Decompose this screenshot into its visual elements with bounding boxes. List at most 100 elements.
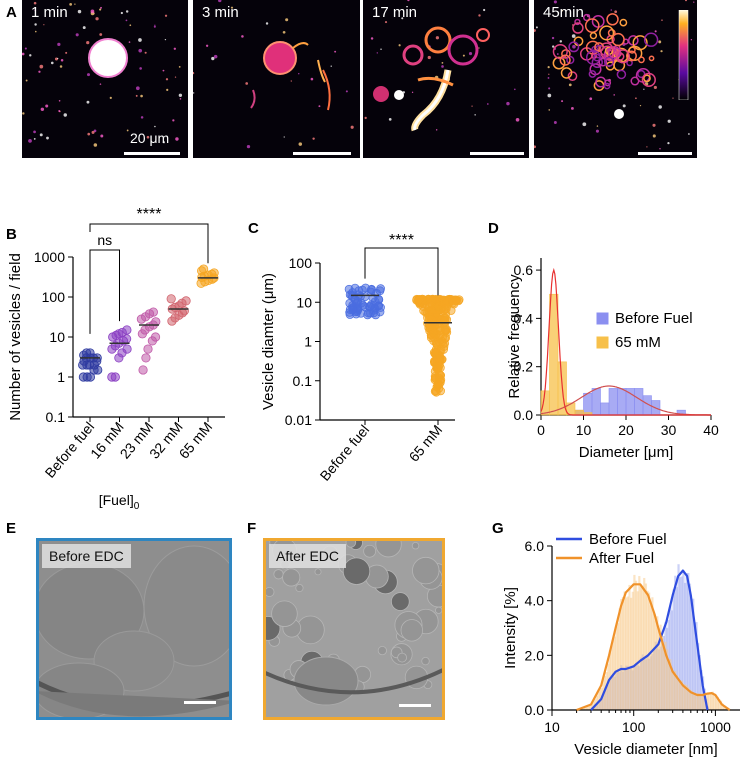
y-axis-title: Relative frequency (506, 274, 523, 399)
vesicle-ring (637, 56, 645, 64)
x-tick-label: Before fuel (317, 422, 373, 484)
speck (46, 136, 49, 140)
scalebar (638, 152, 692, 155)
x-tick-label: 100 (622, 719, 646, 735)
vesicle-ring (615, 49, 630, 64)
data-point (148, 307, 158, 317)
speck (388, 118, 392, 121)
speck (298, 142, 303, 146)
speck (556, 53, 559, 55)
distribution-bar (680, 576, 683, 710)
speck (514, 88, 516, 91)
panel-e-label: E (6, 520, 17, 537)
scalebar-label: 20 μm (130, 130, 170, 146)
speck (77, 9, 82, 14)
vesicle-ring (568, 41, 580, 53)
speck (441, 65, 444, 68)
speck (330, 65, 332, 67)
distribution-bar (710, 692, 713, 710)
distribution-bar (590, 704, 594, 710)
x-axis-title: Diameter [μm] (579, 444, 674, 461)
speck (135, 94, 138, 97)
distribution-bar (677, 564, 680, 710)
data-point (150, 332, 161, 342)
speck (571, 34, 576, 38)
distribution-bar (698, 655, 701, 710)
speck (86, 73, 91, 77)
legend-label: Before Fuel (615, 310, 693, 327)
speck (43, 24, 45, 26)
chart-b-vesicle-count: B 0.1 1 10 100 1000 Number of vesicles / fiel… (6, 206, 225, 512)
micrograph-45min: 45min (534, 0, 697, 158)
y-tick-label: 4.0 (525, 593, 545, 609)
data-point (434, 301, 443, 311)
distribution-bar (680, 680, 683, 710)
distribution-bar (687, 687, 690, 710)
cryo-vesicle (266, 587, 275, 597)
vesicle-ring (572, 22, 584, 34)
data-point (426, 298, 436, 308)
y-tick-label: 0.0 (525, 702, 545, 718)
speck (45, 104, 49, 108)
distribution-bar (690, 598, 693, 710)
speck (25, 79, 28, 82)
speck (74, 3, 76, 5)
vesicle-ring (630, 76, 640, 86)
x-tick-label: 1000 (700, 719, 731, 735)
speck (246, 144, 251, 149)
timestamp: 3 min (202, 4, 239, 21)
speck (667, 119, 671, 123)
micrograph-1min-image (22, 1, 183, 147)
distribution-bar (657, 628, 661, 710)
cryo-vesicle (295, 583, 304, 593)
timestamp: 1 min (31, 4, 68, 21)
speck (178, 65, 181, 68)
data-point (143, 344, 153, 354)
distribution-bar (662, 645, 665, 710)
y-tick-label: 2.0 (525, 647, 545, 663)
distribution-bar (670, 670, 674, 710)
vesicle-ring (598, 57, 608, 67)
speck (100, 134, 104, 138)
speck (125, 19, 128, 22)
distribution-bar (582, 707, 585, 710)
speck (175, 137, 179, 141)
cryo-em-after-image (266, 541, 442, 717)
series-line (590, 569, 709, 711)
svg-text:C: C (248, 220, 259, 237)
speck (86, 100, 90, 104)
x-tick-label: 0 (537, 422, 545, 438)
distribution-bar (656, 616, 659, 710)
micrograph-17min: 17 min (363, 0, 529, 158)
speck (153, 25, 156, 28)
histogram-bar (540, 390, 550, 416)
data-point (435, 360, 444, 370)
x-tick-label: 10 (544, 719, 560, 735)
cryo-vesicle (412, 556, 440, 585)
data-point (344, 284, 354, 294)
distribution-bar (708, 693, 711, 710)
speck (561, 9, 564, 12)
speck (162, 141, 165, 144)
speck (411, 91, 414, 94)
panel-a-label: A (6, 4, 17, 21)
vesicle-ring (603, 56, 615, 67)
x-tick-label: 30 (661, 422, 677, 438)
data-point (426, 333, 436, 343)
chart-c-vesicle-diameter: C 0.01 0.1 1 10 100 Vesicle diamter (μm) Befor… (248, 220, 464, 484)
distribution-bar (677, 679, 680, 710)
gaussian-fit-line (540, 385, 711, 416)
panel-f-label: F (247, 520, 257, 537)
cryo-vesicle (342, 557, 371, 585)
speck (218, 0, 222, 3)
data-point (360, 292, 370, 302)
speck (99, 8, 102, 11)
distribution-bar (584, 706, 587, 710)
y-axis-title: Vesicle diamter (μm) (260, 273, 277, 410)
distribution-bar (693, 622, 696, 710)
speck (652, 134, 656, 138)
histogram-bar (583, 392, 593, 416)
distribution-bar (644, 583, 647, 710)
speck (553, 0, 557, 4)
speck (572, 44, 576, 49)
